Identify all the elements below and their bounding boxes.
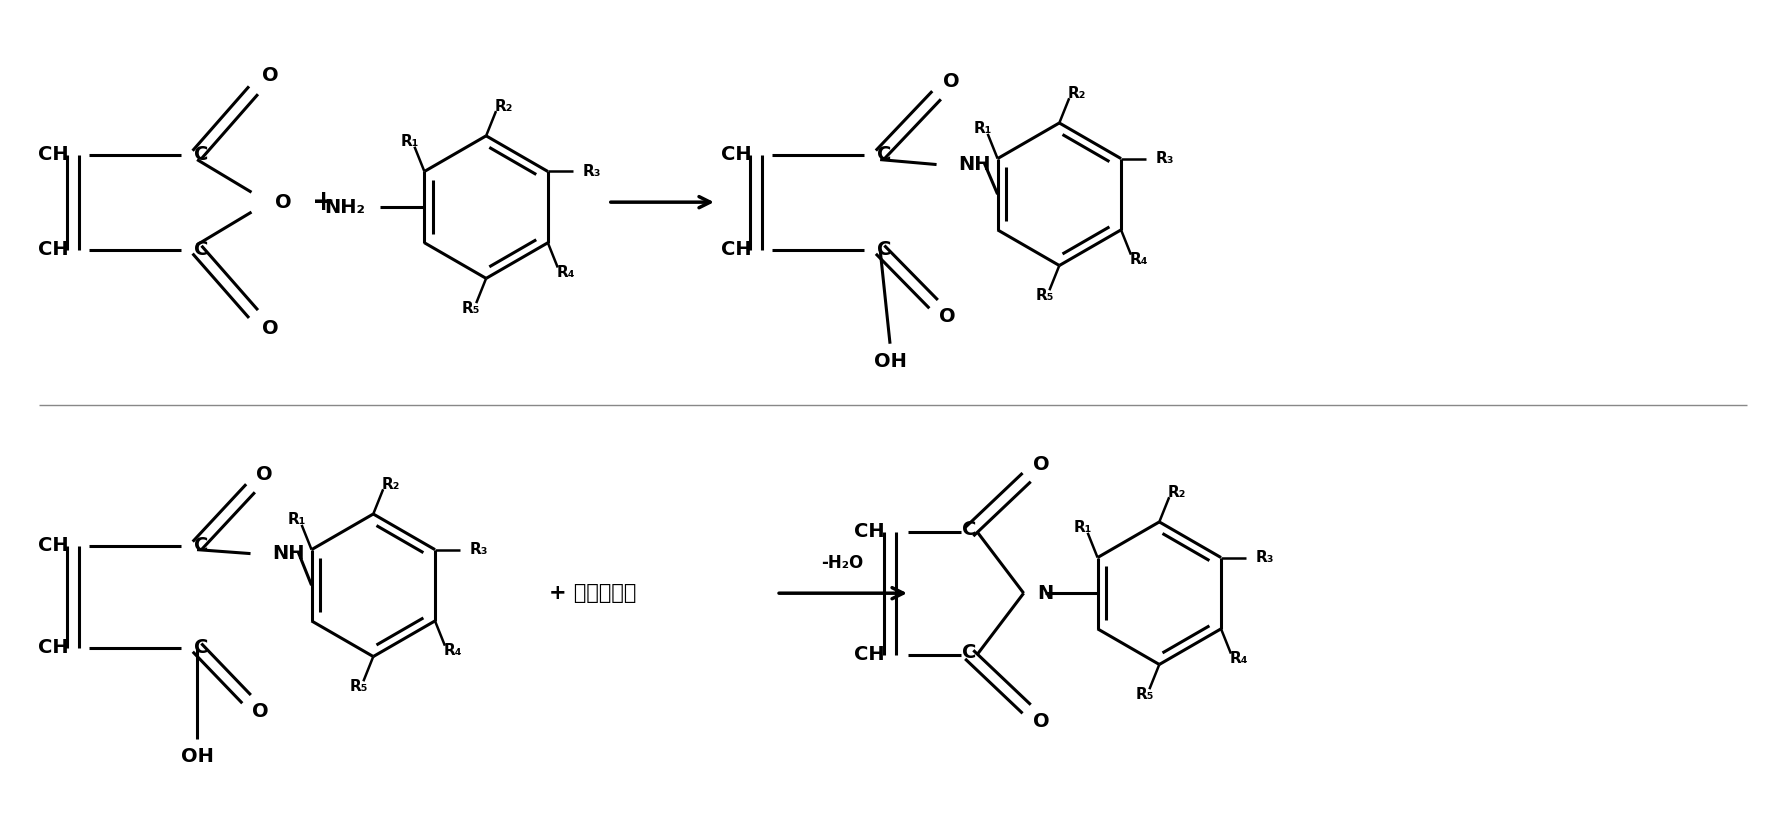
- Text: R₅: R₅: [350, 679, 368, 694]
- Text: NH: NH: [959, 155, 991, 174]
- Text: R₄: R₄: [1229, 651, 1248, 666]
- Text: R₁: R₁: [973, 121, 991, 136]
- Text: O: O: [1032, 712, 1050, 731]
- Text: C: C: [195, 638, 209, 657]
- Text: R₃: R₃: [470, 542, 488, 557]
- Text: O: O: [263, 66, 279, 85]
- Text: -H₂O: -H₂O: [822, 554, 864, 573]
- Text: R₂: R₂: [1068, 85, 1086, 100]
- Text: C: C: [877, 145, 891, 164]
- Text: C: C: [195, 145, 209, 164]
- Text: CH: CH: [38, 240, 68, 259]
- Text: + 固载催化剂: + 固载催化剂: [550, 583, 638, 603]
- Text: N: N: [1038, 583, 1054, 603]
- Text: C: C: [195, 240, 209, 259]
- Text: O: O: [255, 465, 273, 484]
- Text: R₄: R₄: [1129, 252, 1148, 267]
- Text: O: O: [1032, 455, 1050, 474]
- Text: R₃: R₃: [1256, 550, 1273, 565]
- Text: R₁: R₁: [400, 134, 418, 149]
- Text: NH: NH: [271, 544, 305, 563]
- Text: R₁: R₁: [288, 512, 305, 527]
- Text: R₂: R₂: [382, 476, 400, 492]
- Text: CH: CH: [854, 645, 886, 664]
- Text: CH: CH: [38, 145, 68, 164]
- Text: O: O: [939, 307, 956, 326]
- Text: O: O: [943, 72, 959, 90]
- Text: +: +: [313, 188, 336, 216]
- Text: C: C: [963, 643, 977, 662]
- Text: O: O: [275, 193, 291, 212]
- Text: R₅: R₅: [463, 300, 480, 315]
- Text: C: C: [195, 536, 209, 555]
- Text: OH: OH: [873, 352, 907, 371]
- Text: C: C: [963, 520, 977, 540]
- Text: CH: CH: [722, 145, 752, 164]
- Text: R₁: R₁: [1073, 520, 1091, 535]
- Text: C: C: [877, 240, 891, 259]
- Text: OH: OH: [180, 747, 214, 766]
- Text: R₅: R₅: [1036, 288, 1054, 303]
- Text: R₄: R₄: [557, 265, 575, 280]
- Text: CH: CH: [854, 522, 886, 541]
- Text: R₂: R₂: [1168, 485, 1186, 500]
- Text: R₂: R₂: [495, 99, 513, 114]
- Text: CH: CH: [722, 240, 752, 259]
- Text: O: O: [263, 320, 279, 339]
- Text: CH: CH: [38, 638, 68, 657]
- Text: R₃: R₃: [582, 164, 602, 179]
- Text: CH: CH: [38, 536, 68, 555]
- Text: R₄: R₄: [443, 643, 463, 658]
- Text: R₃: R₃: [1156, 151, 1173, 166]
- Text: NH₂: NH₂: [323, 198, 364, 217]
- Text: O: O: [252, 702, 268, 721]
- Text: R₅: R₅: [1136, 686, 1154, 701]
